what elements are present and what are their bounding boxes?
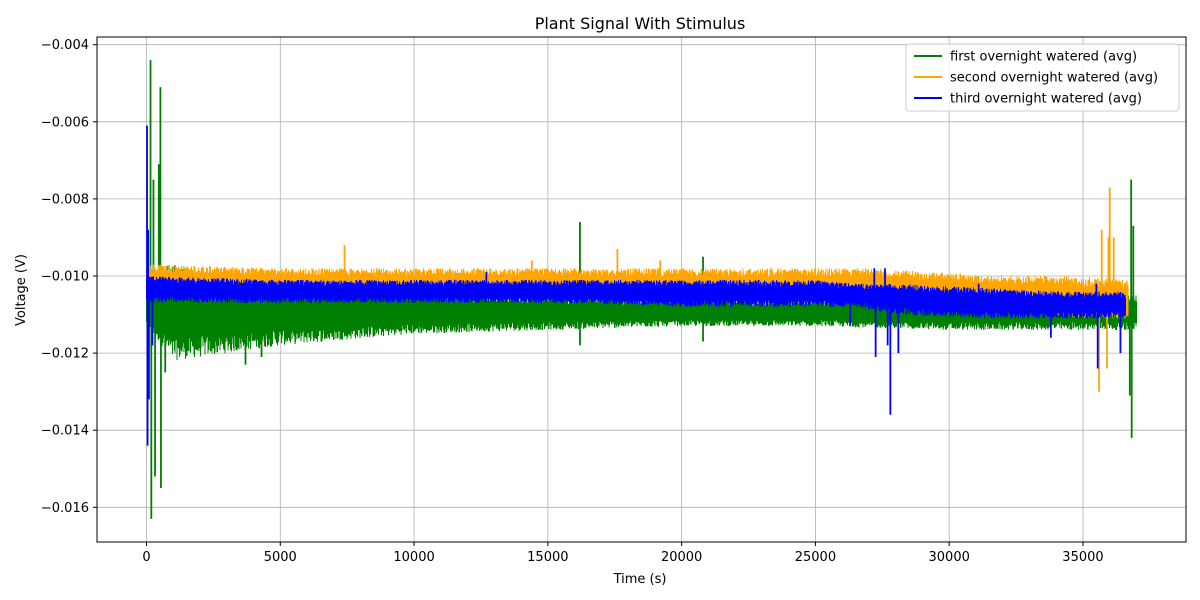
- x-tick-label: 35000: [1062, 550, 1103, 565]
- legend-label: second overnight watered (avg): [950, 71, 1158, 86]
- legend: first overnight watered (avg) second over…: [905, 43, 1180, 112]
- series-1: [146, 60, 1137, 519]
- y-tick-label: −0.008: [41, 192, 89, 207]
- y-tick-label: −0.004: [41, 38, 89, 53]
- x-tick-label: 30000: [929, 550, 970, 565]
- x-axis-label: Time (s): [613, 572, 667, 587]
- y-axis-ticks: −0.016 −0.014 −0.012 −0.010 −0.008 −0.006 −0.0…: [41, 38, 97, 516]
- chart-title: Plant Signal With Stimulus: [535, 14, 746, 33]
- y-tick-label: −0.014: [41, 424, 89, 439]
- x-tick-label: 10000: [393, 550, 434, 565]
- y-tick-label: −0.010: [41, 270, 89, 285]
- y-tick-label: −0.012: [41, 347, 89, 362]
- y-tick-label: −0.006: [41, 115, 89, 130]
- series-line: [146, 276, 1126, 319]
- x-tick-label: 25000: [795, 550, 836, 565]
- legend-label: first overnight watered (avg): [950, 50, 1137, 65]
- series-3: [146, 125, 1126, 446]
- x-axis-ticks: 0 5000 10000 15000 20000 25000 30000 35000: [142, 542, 1104, 565]
- plot-series: [146, 60, 1137, 519]
- x-tick-label: 15000: [527, 550, 568, 565]
- y-axis-label: Voltage (V): [14, 254, 29, 326]
- x-tick-label: 5000: [264, 550, 297, 565]
- x-tick-label: 0: [142, 550, 150, 565]
- legend-label: third overnight watered (avg): [950, 92, 1142, 107]
- y-tick-label: −0.016: [41, 501, 89, 516]
- plot-frame: [96, 36, 1187, 543]
- x-tick-label: 20000: [661, 550, 702, 565]
- legend-box: [905, 43, 1180, 112]
